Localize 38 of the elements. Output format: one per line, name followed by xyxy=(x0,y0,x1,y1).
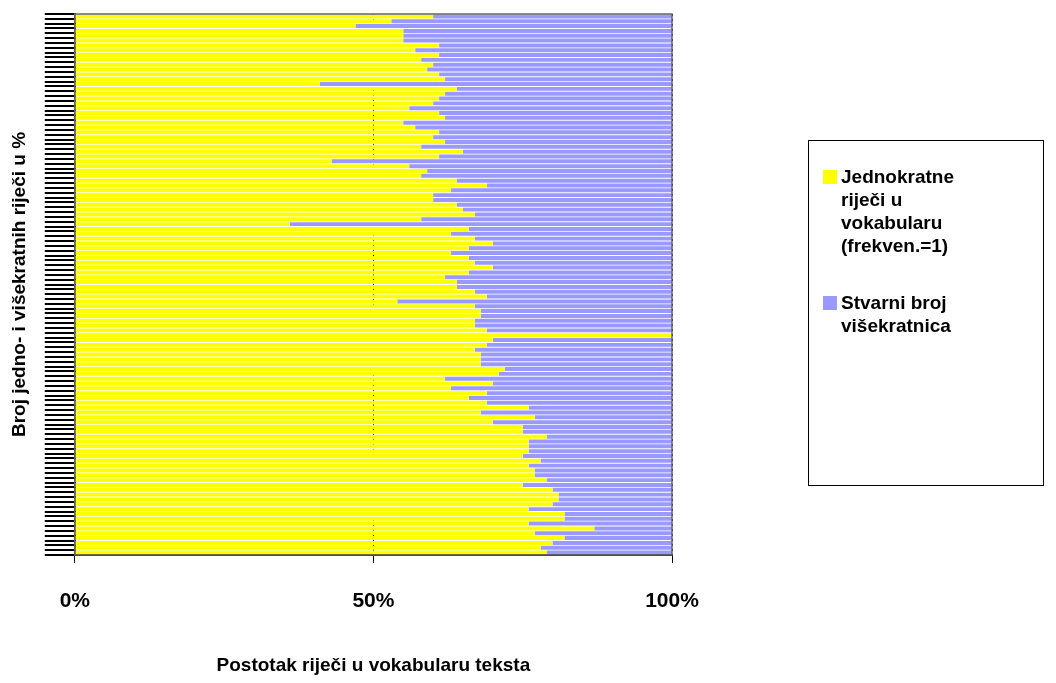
bar xyxy=(403,38,672,43)
bar xyxy=(480,357,672,362)
bar xyxy=(75,183,487,188)
x-tick-label: 50% xyxy=(352,588,395,612)
bar xyxy=(75,294,487,299)
bar xyxy=(75,43,440,48)
bar xyxy=(75,130,440,135)
bar xyxy=(528,521,672,526)
bar xyxy=(528,463,672,468)
bar xyxy=(75,357,481,362)
bar xyxy=(75,492,559,497)
bar xyxy=(75,405,529,410)
y-axis-title: Broj jedno- i višekratnih riječi u % xyxy=(7,131,29,438)
bar xyxy=(451,386,672,391)
bar xyxy=(540,545,672,550)
bar xyxy=(75,212,475,217)
bar xyxy=(403,120,672,125)
bar xyxy=(427,67,672,72)
bar xyxy=(75,444,529,449)
bar xyxy=(75,381,493,386)
bar xyxy=(397,299,672,304)
bar xyxy=(474,323,672,328)
bar xyxy=(75,352,481,357)
bar xyxy=(75,241,493,246)
bar xyxy=(75,468,535,473)
x-axis-title: Postotak riječi u vokabularu teksta xyxy=(216,653,531,675)
x-tick-label: 0% xyxy=(59,588,91,612)
bar xyxy=(75,265,493,270)
bar xyxy=(528,444,672,449)
legend-label: Jednokratne riječi u vokabularu (frekven.=1) xyxy=(841,165,955,257)
bar xyxy=(75,415,535,420)
bar xyxy=(75,149,463,154)
x-tick-label: 100% xyxy=(645,588,700,612)
bar xyxy=(75,434,547,439)
bar xyxy=(75,526,595,531)
bar xyxy=(331,159,672,164)
bar xyxy=(75,497,559,502)
legend-label: Stvarni broj višekratnica xyxy=(841,291,952,337)
